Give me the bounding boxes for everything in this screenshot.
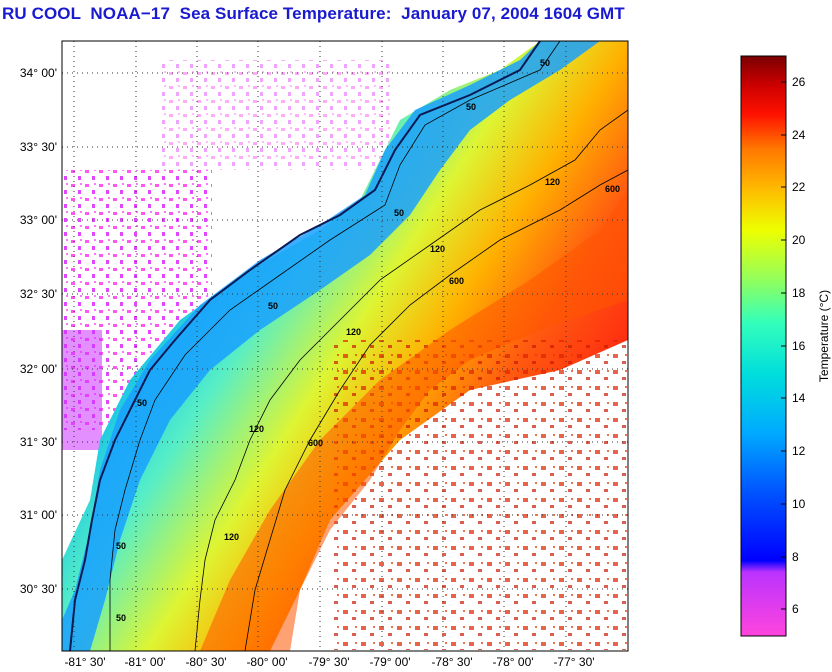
colorbar-tick-label: 8 <box>792 550 799 564</box>
colorbar-tick-label: 20 <box>792 233 806 247</box>
lon-tick-label: -79° 00' <box>369 655 410 669</box>
lon-tick-label: -79° 30' <box>308 655 349 669</box>
colorbar-ticks: 26 24 22 20 18 16 14 12 10 8 6 <box>792 75 806 616</box>
contour-label: 120 <box>249 424 264 434</box>
lon-tick-label: -78° 30' <box>431 655 472 669</box>
lat-tick-label: 32° 30' <box>20 287 57 301</box>
colorbar-tick-label: 12 <box>792 444 806 458</box>
colorbar-tick-label: 26 <box>792 75 806 89</box>
lon-tick-label: -80° 30' <box>185 655 226 669</box>
contour-label: 120 <box>346 327 361 337</box>
contour-label: 120 <box>430 244 445 254</box>
graticule <box>62 41 628 651</box>
sst-field <box>62 41 628 651</box>
lat-tick-label: 30° 30' <box>20 582 57 596</box>
inland-cold-pixels-north <box>160 60 390 170</box>
colorbar-tick-label: 16 <box>792 339 806 353</box>
colorbar-tick-marks <box>781 81 786 610</box>
contour-label: 50 <box>540 58 550 68</box>
colorbar <box>740 55 787 637</box>
lat-tick-label: 32° 00' <box>20 362 57 376</box>
warm-core-band <box>200 190 628 651</box>
contour-label: 50 <box>116 541 126 551</box>
colorbar-tick-label: 14 <box>792 391 806 405</box>
longitude-labels: -81° 30' -81° 00' -80° 30' -80° 00' -79°… <box>64 655 594 669</box>
map-frame <box>61 40 629 652</box>
lon-tick-label: -77° 30' <box>553 655 594 669</box>
lat-tick-label: 33° 30' <box>20 140 57 154</box>
contour-label: 600 <box>449 276 464 286</box>
contour-labels: 50 50 50 50 50 50 50 120 120 120 120 120… <box>116 58 620 623</box>
contour-label: 50 <box>137 398 147 408</box>
contour-label: 600 <box>308 438 323 448</box>
colorbar-label: Temperature (°C) <box>817 290 831 382</box>
contour-120m <box>194 109 628 651</box>
latitude-labels: 34° 00' 33° 30' 33° 00' 32° 30' 32° 00' … <box>20 66 57 596</box>
lon-tick-label: -81° 00' <box>124 655 165 669</box>
lon-tick-label: -78° 00' <box>492 655 533 669</box>
contour-label: 50 <box>268 301 278 311</box>
map-title: RU COOL NOAA−17 Sea Surface Temperature:… <box>2 4 625 23</box>
colorbar-tick-label: 18 <box>792 286 806 300</box>
lat-tick-label: 31° 30' <box>20 435 57 449</box>
contour-label: 600 <box>605 184 620 194</box>
contour-label: 50 <box>466 102 476 112</box>
colorbar-tick-label: 22 <box>792 180 806 194</box>
lat-tick-label: 31° 00' <box>20 508 57 522</box>
colorbar-tick-label: 6 <box>792 602 799 616</box>
colorbar-tick-label: 10 <box>792 497 806 511</box>
contour-50m <box>109 41 561 651</box>
contour-600m <box>244 169 628 651</box>
contour-label: 50 <box>394 208 404 218</box>
contour-label: 120 <box>545 177 560 187</box>
contour-label: 50 <box>116 613 126 623</box>
lon-tick-label: -81° 30' <box>64 655 105 669</box>
colorbar-tick-label: 24 <box>792 128 806 142</box>
lat-tick-label: 33° 00' <box>20 213 57 227</box>
lat-tick-label: 34° 00' <box>20 66 57 80</box>
contour-label: 120 <box>224 532 239 542</box>
coastline <box>69 41 541 651</box>
lon-tick-label: -80° 00' <box>246 655 287 669</box>
